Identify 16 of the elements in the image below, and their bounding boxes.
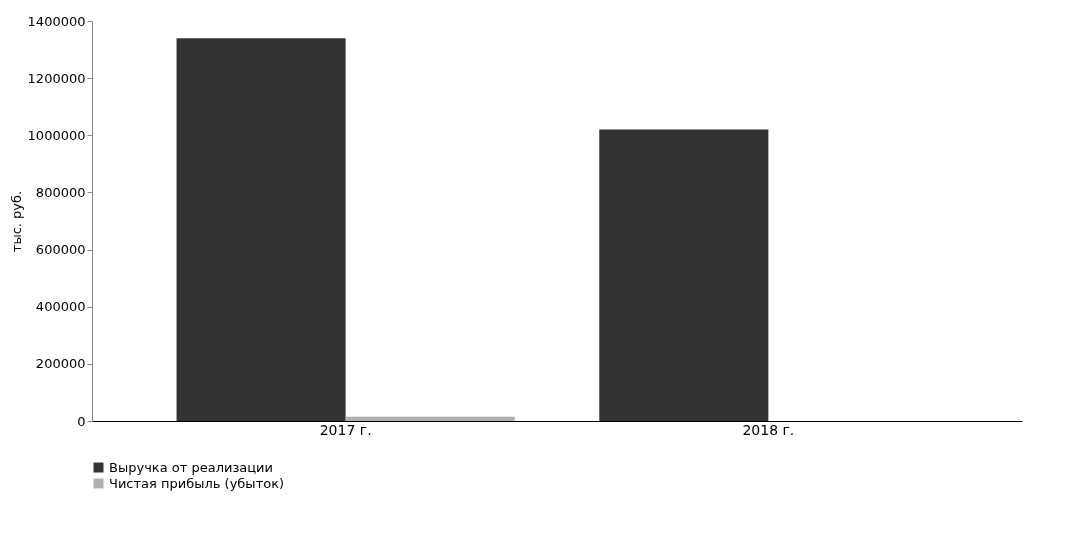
y-tick-label: 0 xyxy=(77,413,86,429)
legend-label: Чистая прибыль (убыток) xyxy=(109,475,285,491)
bar xyxy=(176,38,346,421)
y-tick-label: 600000 xyxy=(35,242,86,258)
y-tick-label: 400000 xyxy=(35,299,86,315)
y-tick-label: 1400000 xyxy=(27,13,86,29)
legend-label: Выручка от реализации xyxy=(109,459,274,475)
x-tick-label: 2018 г. xyxy=(742,421,795,438)
y-axis-title: тыс. руб. xyxy=(8,190,24,253)
y-tick-label: 200000 xyxy=(35,356,86,372)
x-tick-label: 2017 г. xyxy=(319,421,372,438)
bar xyxy=(599,129,769,421)
bar xyxy=(345,416,515,421)
y-tick-label: 800000 xyxy=(35,184,86,200)
y-tick-label: 1200000 xyxy=(27,70,86,86)
y-tick-label: 1000000 xyxy=(27,127,86,143)
